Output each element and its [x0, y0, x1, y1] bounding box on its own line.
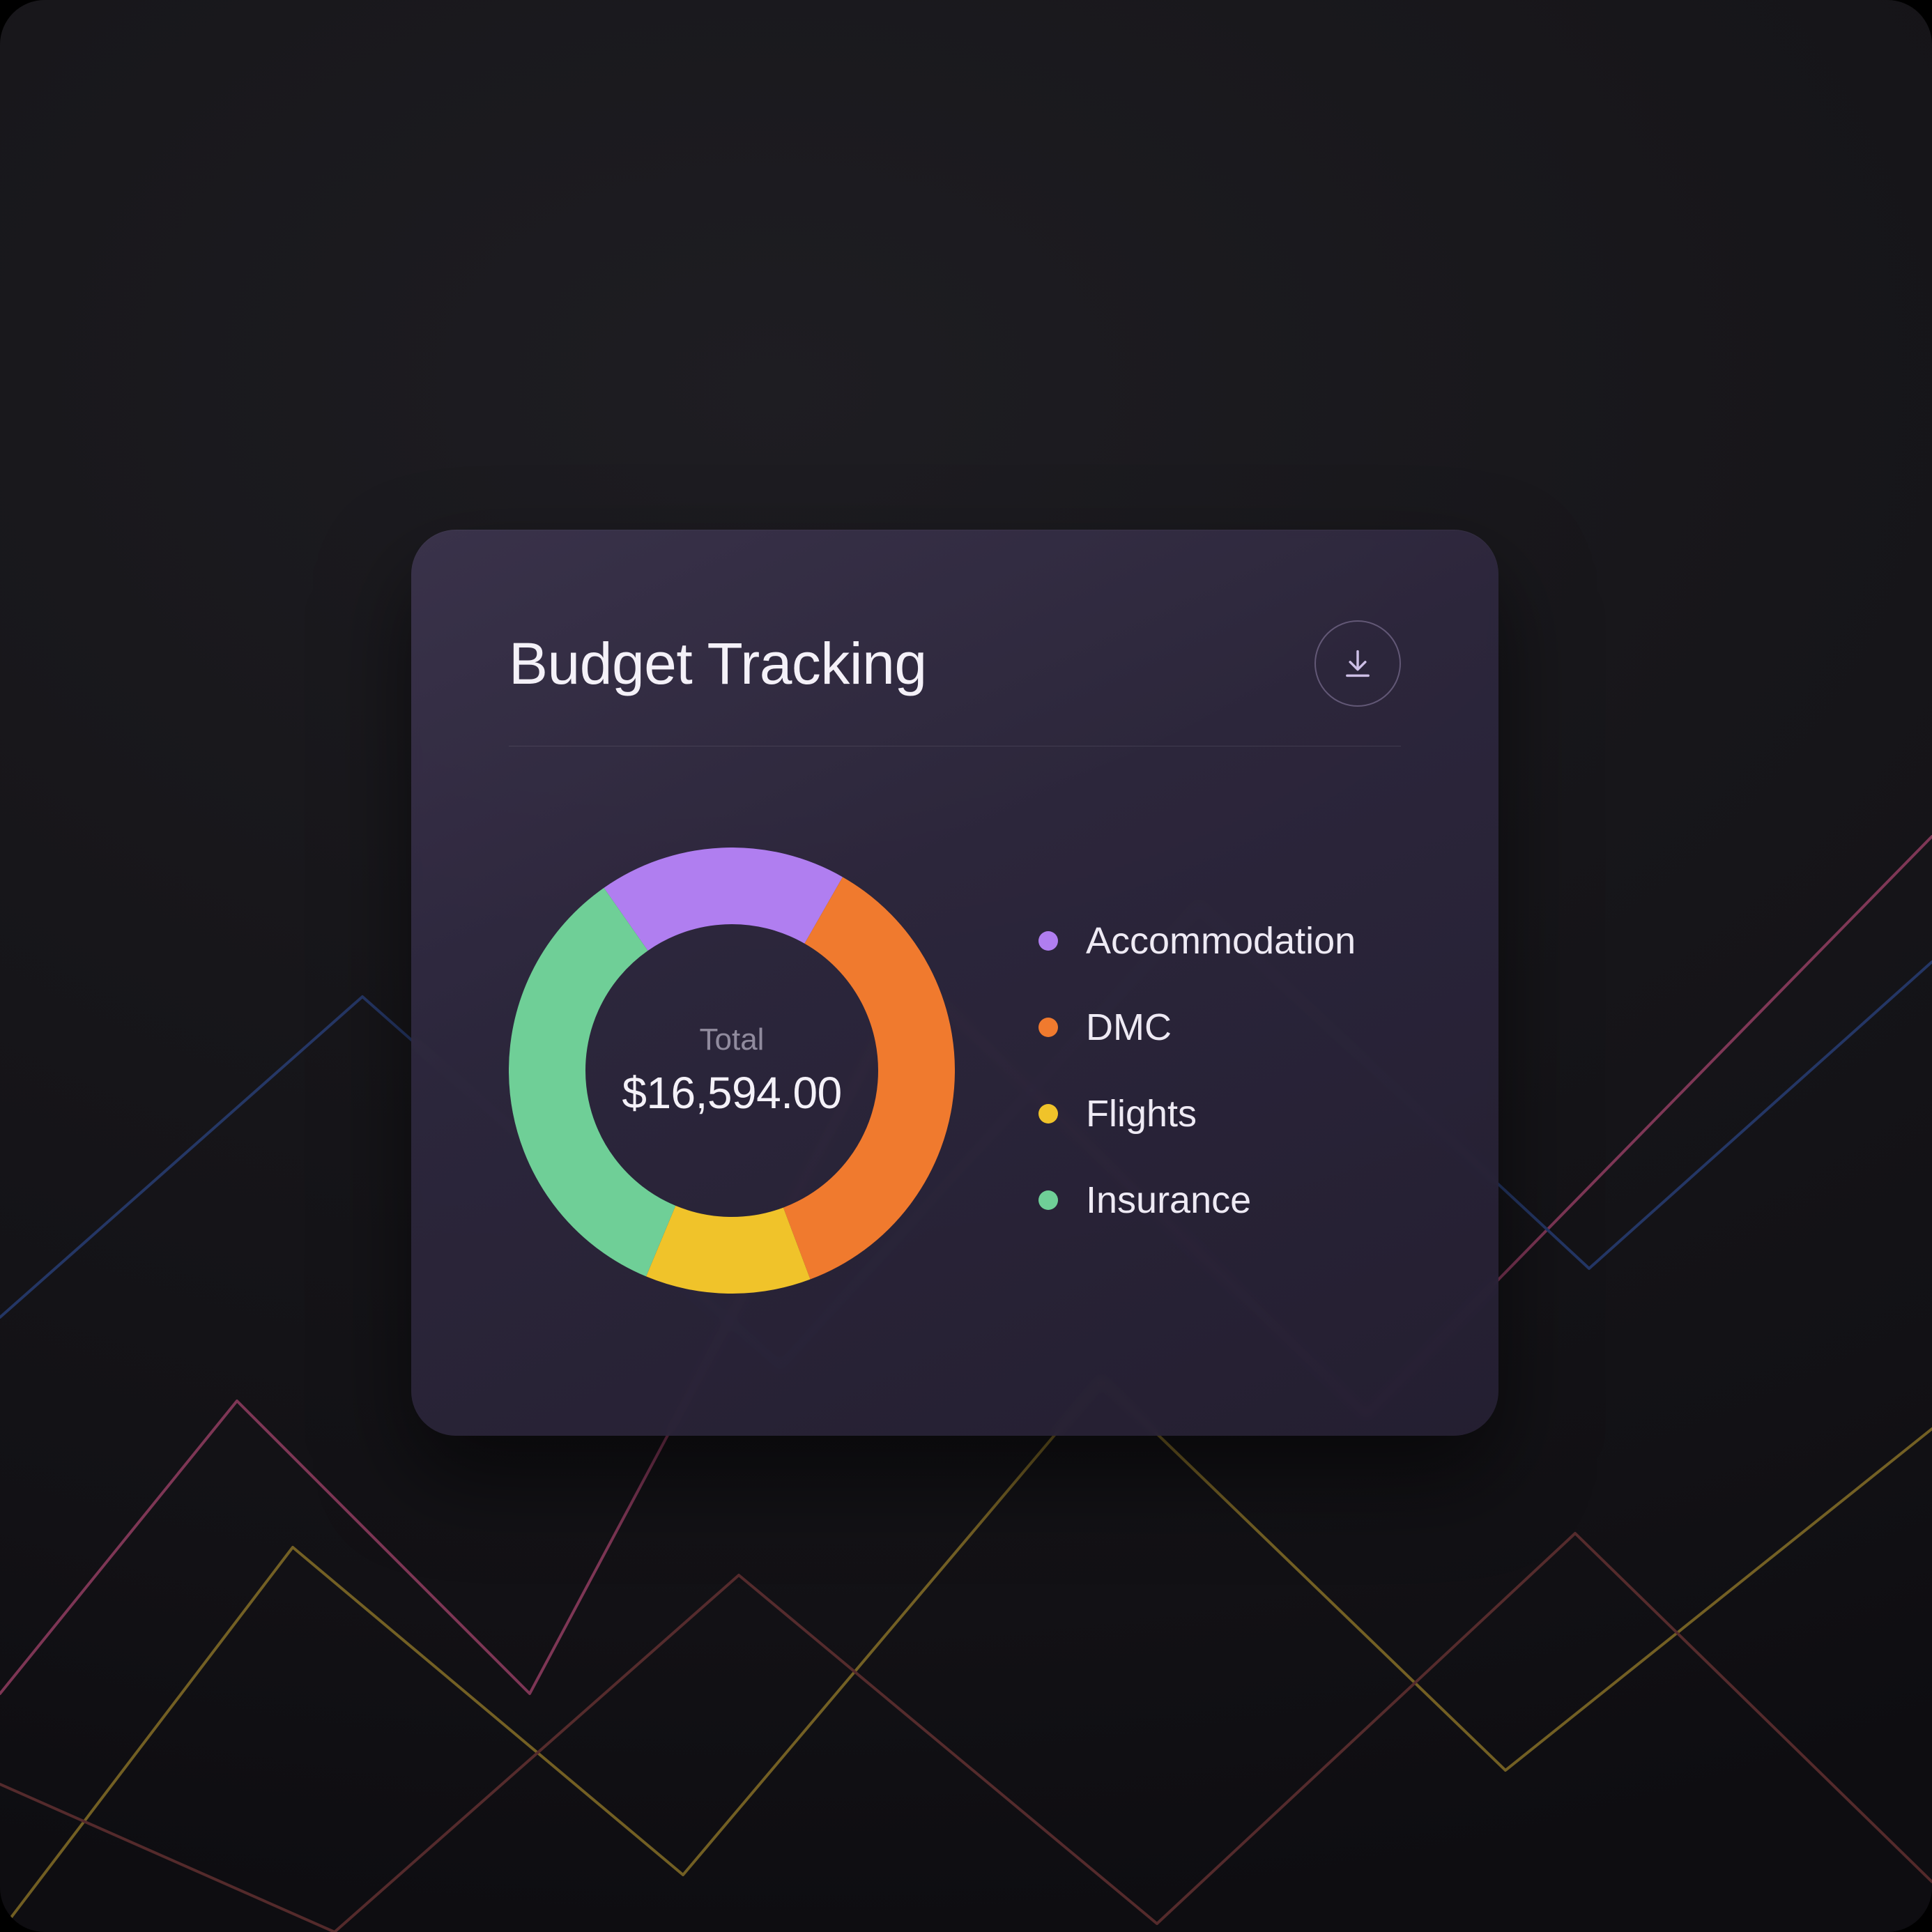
donut-slice-flights: [661, 1241, 797, 1255]
legend-label: DMC: [1086, 1006, 1172, 1049]
legend-item-insurance[interactable]: Insurance: [1038, 1179, 1356, 1222]
legend-dot-accommodation: [1038, 931, 1058, 951]
legend-label: Flights: [1086, 1092, 1197, 1135]
legend-label: Insurance: [1086, 1179, 1251, 1222]
legend-dot-insurance: [1038, 1190, 1058, 1210]
card-header: Budget Tracking: [509, 620, 1401, 746]
legend: Accommodation DMC Flights Insurance: [1038, 919, 1356, 1222]
budget-tracking-card: Budget Tracking Total $16,594.00: [411, 530, 1498, 1436]
donut-slice-insurance: [547, 919, 661, 1241]
legend-dot-flights: [1038, 1104, 1058, 1124]
donut-slice-dmc: [797, 910, 917, 1243]
donut-chart: Total $16,594.00: [509, 848, 955, 1294]
download-button[interactable]: [1314, 620, 1401, 707]
download-icon: [1340, 645, 1376, 682]
donut-slice-accommodation: [626, 886, 824, 919]
legend-label: Accommodation: [1086, 919, 1356, 963]
bg-line-yellow: [0, 1380, 1932, 1932]
legend-item-flights[interactable]: Flights: [1038, 1092, 1356, 1135]
bg-line-red: [0, 1533, 1932, 1932]
legend-item-accommodation[interactable]: Accommodation: [1038, 919, 1356, 963]
card-title: Budget Tracking: [509, 630, 927, 698]
dashboard-panel: Budget Tracking Total $16,594.00: [0, 0, 1932, 1932]
legend-item-dmc[interactable]: DMC: [1038, 1006, 1356, 1049]
legend-dot-dmc: [1038, 1018, 1058, 1037]
card-body: Total $16,594.00 Accommodation DMC Flights…: [509, 746, 1401, 1352]
